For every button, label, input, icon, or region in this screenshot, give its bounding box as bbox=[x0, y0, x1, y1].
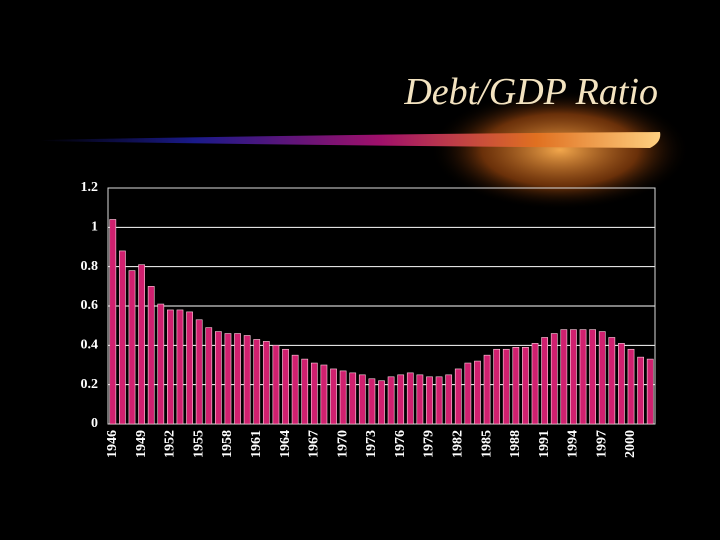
bar bbox=[243, 335, 251, 425]
bar bbox=[205, 327, 213, 425]
bar bbox=[128, 270, 136, 425]
x-tick-label: 2000 bbox=[623, 430, 638, 458]
bar bbox=[541, 337, 549, 425]
y-tick-label: 1 bbox=[91, 220, 98, 235]
bar bbox=[195, 319, 203, 425]
y-tick-label: 0.2 bbox=[81, 377, 99, 392]
bar bbox=[531, 343, 539, 425]
bar bbox=[186, 311, 193, 425]
x-tick-label: 1982 bbox=[450, 430, 465, 458]
bar bbox=[224, 333, 232, 425]
chart-title: Debt/GDP Ratio bbox=[403, 71, 658, 113]
bar bbox=[358, 374, 366, 425]
x-tick-label: 1955 bbox=[191, 430, 206, 458]
x-tick-label: 1967 bbox=[307, 430, 322, 458]
bar bbox=[387, 376, 395, 425]
x-tick-label: 1988 bbox=[508, 430, 523, 458]
x-tick-label: 1985 bbox=[479, 430, 494, 458]
bar bbox=[416, 374, 424, 425]
swoosh-glow bbox=[430, 90, 690, 210]
bar bbox=[445, 374, 453, 425]
bar bbox=[570, 329, 577, 425]
bar bbox=[474, 360, 481, 425]
bar bbox=[291, 354, 299, 425]
x-tick-label: 1946 bbox=[105, 430, 120, 458]
bar bbox=[637, 356, 644, 425]
swoosh bbox=[40, 132, 661, 148]
bar bbox=[550, 333, 558, 425]
y-tick-label: 0.4 bbox=[81, 338, 99, 353]
bar bbox=[282, 348, 289, 425]
bar bbox=[310, 362, 318, 425]
bar bbox=[157, 303, 165, 425]
x-tick-label: 1952 bbox=[163, 430, 178, 458]
bar bbox=[435, 376, 443, 425]
bar bbox=[502, 348, 510, 425]
bar bbox=[167, 309, 174, 425]
bar bbox=[262, 341, 270, 425]
bar bbox=[406, 372, 414, 425]
bar bbox=[608, 337, 616, 425]
bar bbox=[493, 348, 501, 425]
bar bbox=[589, 329, 596, 425]
x-tick-label: 1973 bbox=[364, 430, 379, 458]
bar bbox=[349, 372, 357, 425]
x-tick-label: 1970 bbox=[335, 430, 350, 458]
x-tick-label: 1949 bbox=[134, 430, 149, 458]
bar bbox=[368, 378, 376, 425]
bar bbox=[272, 345, 280, 425]
bar bbox=[234, 333, 241, 425]
x-tick-label: 1964 bbox=[278, 430, 293, 458]
bar bbox=[119, 250, 126, 425]
x-tick-label: 1976 bbox=[393, 430, 408, 458]
bar bbox=[253, 339, 261, 425]
y-tick-label: 0 bbox=[91, 416, 98, 431]
bar bbox=[646, 358, 654, 425]
bar bbox=[618, 343, 625, 425]
bar bbox=[512, 346, 520, 425]
y-tick-label: 1.2 bbox=[81, 180, 99, 195]
bar bbox=[483, 354, 491, 425]
bar bbox=[397, 374, 405, 425]
x-tick-label: 1997 bbox=[594, 430, 609, 458]
x-tick-label: 1979 bbox=[422, 430, 437, 458]
bar bbox=[138, 264, 145, 425]
bar bbox=[301, 358, 309, 425]
bar bbox=[330, 368, 337, 425]
x-tick-label: 1958 bbox=[220, 430, 235, 458]
bar bbox=[464, 362, 472, 425]
y-tick-label: 0.8 bbox=[81, 259, 99, 274]
x-tick-label: 1991 bbox=[537, 430, 552, 458]
bar bbox=[627, 348, 635, 425]
bar bbox=[598, 331, 606, 425]
x-tick-label: 1994 bbox=[566, 430, 581, 458]
bar bbox=[378, 380, 385, 425]
bar bbox=[320, 364, 328, 425]
bar bbox=[522, 346, 529, 425]
bar bbox=[147, 286, 155, 425]
bar bbox=[454, 368, 462, 425]
bar bbox=[426, 376, 433, 425]
bar bbox=[339, 370, 347, 425]
bar bbox=[109, 219, 117, 425]
bar bbox=[176, 309, 184, 425]
bar bbox=[560, 329, 568, 425]
bar bbox=[579, 329, 587, 425]
x-tick-label: 1961 bbox=[249, 430, 264, 458]
y-tick-label: 0.6 bbox=[81, 298, 99, 313]
bar bbox=[214, 331, 222, 425]
